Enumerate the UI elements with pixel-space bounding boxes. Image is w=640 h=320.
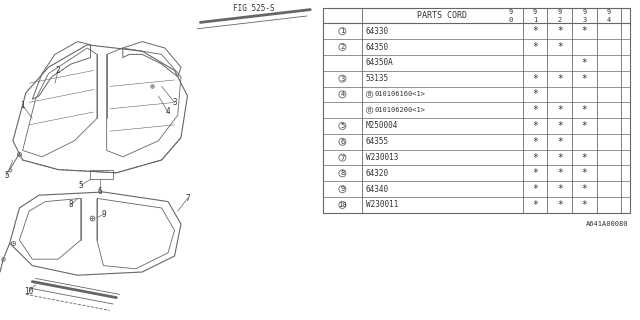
Text: 64330: 64330 — [365, 27, 388, 36]
Text: 64350: 64350 — [365, 43, 388, 52]
Text: 3: 3 — [172, 98, 177, 107]
Text: A641A00080: A641A00080 — [586, 221, 628, 227]
Text: 1: 1 — [340, 28, 344, 34]
Text: 64350A: 64350A — [365, 58, 394, 67]
Text: *: * — [532, 42, 538, 52]
Text: 4: 4 — [340, 92, 344, 97]
Text: 9: 9 — [101, 210, 106, 219]
Text: 64340: 64340 — [365, 185, 388, 194]
Text: PARTS CORD: PARTS CORD — [417, 11, 467, 20]
Text: *: * — [581, 184, 588, 194]
Text: *: * — [557, 168, 563, 178]
Text: 1: 1 — [533, 17, 538, 23]
Text: 2: 2 — [56, 66, 61, 75]
Text: 9: 9 — [607, 9, 611, 15]
Text: M250004: M250004 — [365, 122, 398, 131]
Text: *: * — [557, 74, 563, 84]
Text: W230011: W230011 — [365, 200, 398, 209]
Text: *: * — [581, 105, 588, 115]
Text: 8: 8 — [340, 170, 344, 176]
Text: 0: 0 — [508, 17, 513, 23]
Text: *: * — [532, 105, 538, 115]
Text: FIG 525-S: FIG 525-S — [233, 4, 275, 13]
Text: *: * — [557, 121, 563, 131]
Text: *: * — [557, 105, 563, 115]
Text: W230013: W230013 — [365, 153, 398, 162]
Text: *: * — [532, 137, 538, 147]
Text: 10: 10 — [24, 287, 34, 296]
Text: 7: 7 — [185, 194, 190, 203]
Text: B: B — [368, 108, 371, 113]
Text: *: * — [581, 121, 588, 131]
Text: 7: 7 — [340, 155, 344, 161]
Text: 2: 2 — [557, 17, 562, 23]
Text: 9: 9 — [340, 186, 344, 192]
Text: 010106200<1>: 010106200<1> — [375, 107, 426, 113]
Text: *: * — [532, 184, 538, 194]
Text: *: * — [581, 168, 588, 178]
Text: *: * — [557, 137, 563, 147]
Text: 10: 10 — [338, 202, 347, 208]
Text: 5: 5 — [340, 123, 344, 129]
Text: 5: 5 — [4, 172, 9, 180]
Text: 64320: 64320 — [365, 169, 388, 178]
Text: *: * — [581, 74, 588, 84]
Text: 4: 4 — [607, 17, 611, 23]
Text: *: * — [532, 121, 538, 131]
Text: 6: 6 — [98, 188, 102, 196]
Text: *: * — [581, 58, 588, 68]
Text: *: * — [557, 184, 563, 194]
Text: *: * — [532, 74, 538, 84]
Text: 9: 9 — [533, 9, 538, 15]
Text: 2: 2 — [340, 44, 344, 50]
Text: *: * — [532, 89, 538, 100]
Text: *: * — [557, 42, 563, 52]
Text: 6: 6 — [340, 139, 344, 145]
Text: 64355: 64355 — [365, 137, 388, 146]
Text: *: * — [557, 153, 563, 163]
Text: 9: 9 — [557, 9, 562, 15]
Text: 4: 4 — [166, 108, 170, 116]
Text: 5: 5 — [79, 181, 83, 190]
Text: *: * — [557, 26, 563, 36]
Text: 8: 8 — [68, 200, 74, 209]
Text: *: * — [581, 200, 588, 210]
Text: 9: 9 — [508, 9, 513, 15]
Bar — [323, 8, 630, 213]
Text: 53135: 53135 — [365, 74, 388, 83]
Text: 9: 9 — [582, 9, 586, 15]
Text: 1: 1 — [20, 101, 25, 110]
Text: 3: 3 — [582, 17, 586, 23]
Text: *: * — [557, 200, 563, 210]
Text: *: * — [532, 26, 538, 36]
Text: B: B — [368, 92, 371, 97]
Text: *: * — [532, 153, 538, 163]
Text: *: * — [581, 26, 588, 36]
Text: *: * — [581, 153, 588, 163]
Text: 010106160<1>: 010106160<1> — [375, 92, 426, 97]
Text: *: * — [532, 168, 538, 178]
Text: *: * — [532, 200, 538, 210]
Text: 3: 3 — [340, 76, 344, 82]
